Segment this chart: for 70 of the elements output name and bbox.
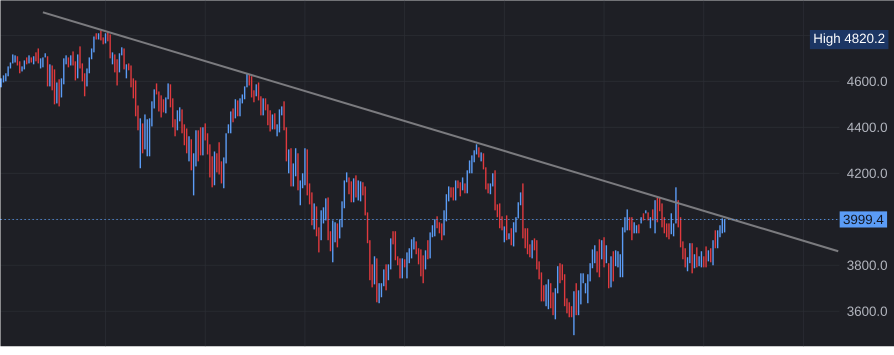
candlestick bbox=[98, 33, 100, 40]
candlestick bbox=[304, 148, 306, 186]
candlestick bbox=[478, 147, 480, 158]
ref-line-label: 3999.4 bbox=[844, 214, 884, 224]
candlestick bbox=[109, 34, 111, 58]
candlestick bbox=[700, 251, 702, 268]
candlestick bbox=[190, 139, 192, 170]
candlestick bbox=[352, 178, 354, 202]
candlestick bbox=[378, 283, 380, 304]
candlestick bbox=[705, 246, 707, 268]
candlestick bbox=[40, 58, 42, 68]
candlestick bbox=[176, 110, 178, 130]
candlestick bbox=[691, 243, 693, 274]
candlestick bbox=[24, 60, 26, 70]
candlestick bbox=[0, 78, 2, 88]
candlestick bbox=[123, 48, 125, 70]
candlestick bbox=[236, 100, 238, 116]
candlestick bbox=[355, 175, 357, 198]
candlestick bbox=[452, 187, 454, 200]
candlestick bbox=[402, 258, 404, 278]
candlestick bbox=[598, 239, 600, 278]
candlestick bbox=[142, 123, 144, 154]
y-tick-label: 4400.0 bbox=[847, 122, 888, 132]
candlestick bbox=[608, 263, 610, 288]
candlestick bbox=[606, 245, 608, 264]
candlestick bbox=[14, 55, 16, 62]
candlestick bbox=[30, 57, 32, 62]
candlestick bbox=[454, 180, 456, 200]
candlestick bbox=[504, 226, 506, 242]
annotation: High 4820.2 bbox=[814, 33, 884, 46]
candlestick bbox=[506, 215, 508, 240]
candlestick bbox=[186, 128, 188, 154]
candlestick bbox=[573, 291, 575, 335]
candlestick bbox=[548, 279, 550, 310]
candlestick bbox=[58, 79, 60, 106]
candlestick bbox=[647, 212, 649, 220]
candlestick bbox=[612, 251, 614, 282]
candlestick bbox=[631, 217, 633, 240]
candlestick bbox=[656, 197, 658, 222]
candlestick bbox=[480, 152, 482, 162]
candlestick bbox=[32, 56, 34, 64]
y-tick-label: 4200.0 bbox=[847, 168, 888, 178]
candlestick bbox=[376, 258, 378, 302]
y-tick-label: 4600.0 bbox=[847, 76, 888, 86]
candlestick bbox=[26, 57, 28, 64]
candlestick bbox=[126, 64, 128, 78]
candlestick bbox=[614, 250, 616, 266]
candlestick bbox=[234, 99, 236, 118]
candlestick bbox=[570, 306, 572, 318]
candlestick bbox=[708, 250, 710, 262]
candlestick bbox=[404, 259, 406, 268]
candlestick bbox=[68, 57, 70, 68]
candlestick bbox=[714, 230, 716, 248]
candlestick bbox=[638, 224, 640, 234]
candlestick bbox=[385, 264, 387, 290]
candlestick bbox=[49, 64, 51, 86]
candlestick bbox=[531, 240, 533, 258]
candlestick bbox=[464, 183, 466, 194]
candlestick bbox=[160, 95, 162, 118]
candlestick bbox=[100, 30, 102, 40]
candlestick bbox=[336, 223, 338, 248]
candlestick bbox=[42, 57, 44, 68]
candlestick bbox=[202, 127, 204, 156]
candlestick bbox=[278, 109, 280, 132]
y-tick-label: 3800.0 bbox=[847, 260, 888, 270]
candlestick bbox=[462, 177, 464, 190]
candlestick bbox=[360, 181, 362, 202]
y-tick-label: 3600.0 bbox=[847, 306, 888, 316]
candlestick bbox=[56, 82, 58, 104]
candlestick bbox=[427, 240, 429, 260]
